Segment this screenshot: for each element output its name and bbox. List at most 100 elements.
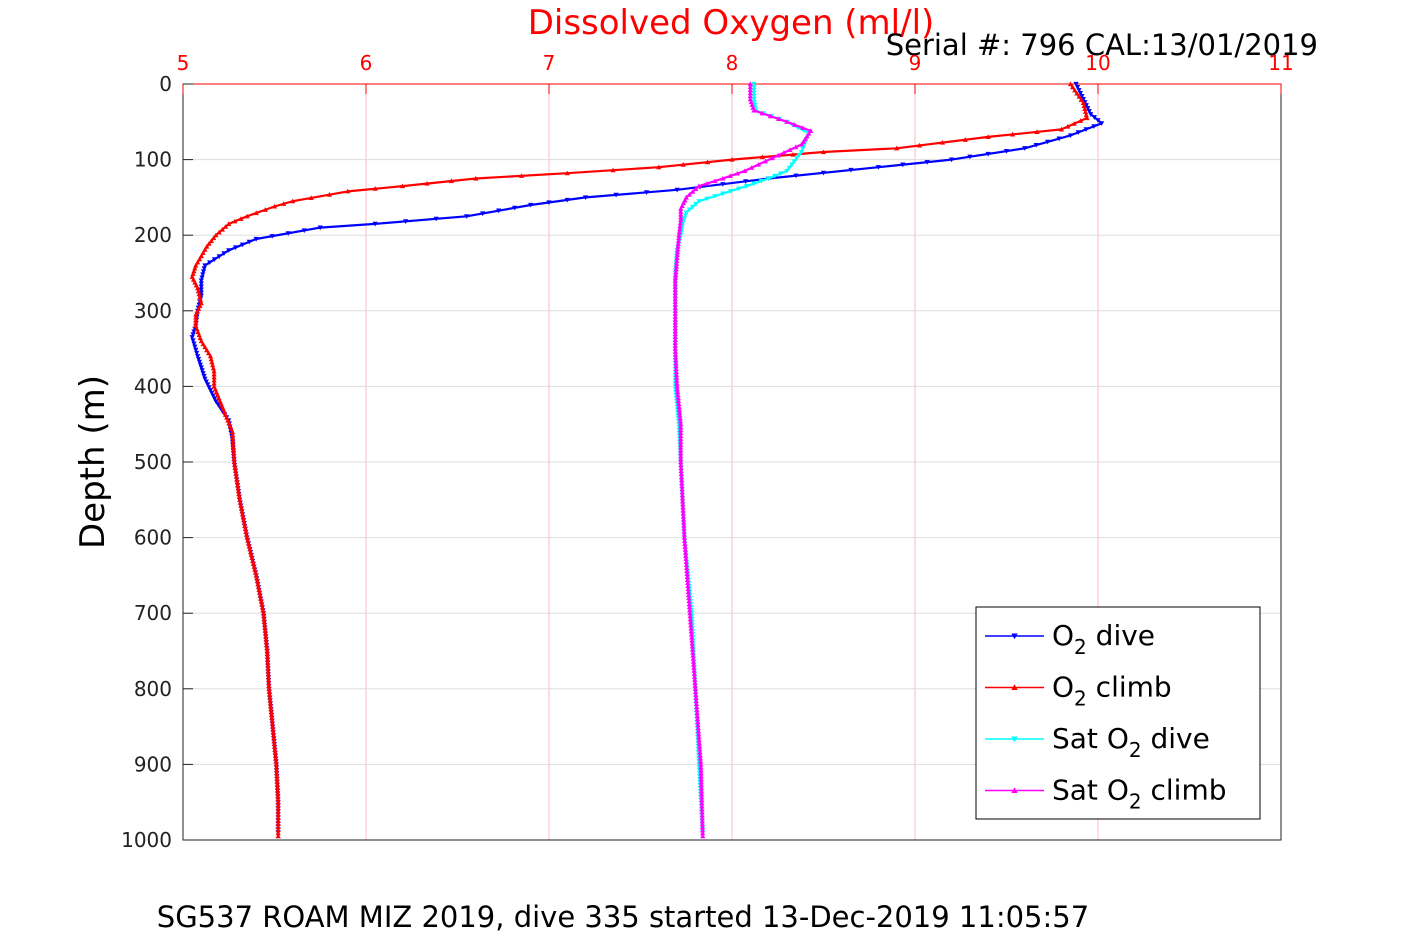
data-point: [962, 137, 968, 142]
x-tick-label: 5: [177, 51, 190, 75]
data-point: [190, 332, 196, 338]
legend-label-base: O: [1107, 722, 1129, 755]
legend-label: O2 climb: [1052, 671, 1172, 711]
data-point: [275, 824, 281, 830]
data-point: [203, 379, 209, 385]
data-point: [272, 747, 278, 752]
data-point: [518, 173, 525, 178]
data-point: [1072, 87, 1078, 93]
data-point: [254, 575, 260, 581]
data-point: [682, 547, 688, 552]
data-point: [190, 271, 196, 277]
data-point: [772, 173, 778, 179]
data-point: [916, 142, 923, 148]
data-point: [692, 686, 698, 691]
data-point: [693, 692, 699, 697]
data-point: [1085, 106, 1091, 111]
data-point: [683, 559, 689, 564]
data-point: [480, 211, 486, 217]
data-point: [1074, 90, 1080, 96]
data-point: [546, 200, 552, 206]
x-tick-label: 11: [1268, 51, 1293, 75]
data-point: [742, 168, 748, 174]
data-point: [239, 242, 246, 248]
data-point: [677, 415, 683, 421]
data-point: [473, 175, 479, 181]
data-point: [200, 371, 206, 376]
data-point: [672, 311, 678, 316]
data-point: [193, 347, 199, 353]
data-point: [751, 84, 757, 90]
data-point: [700, 830, 706, 836]
data-point: [269, 234, 275, 239]
data-point: [1010, 131, 1016, 137]
data-point: [274, 767, 280, 773]
data-point: [1091, 115, 1097, 120]
data-point: [690, 649, 696, 655]
data-point: [270, 732, 277, 738]
data-point: [696, 734, 702, 740]
data-point: [202, 263, 208, 269]
legend-label-base: O: [1052, 671, 1074, 704]
data-point: [317, 225, 323, 231]
data-point: [678, 439, 684, 444]
data-point: [1079, 94, 1085, 99]
data-point: [258, 598, 264, 604]
data-point: [243, 529, 249, 534]
data-point: [1022, 146, 1028, 151]
data-point: [262, 622, 268, 627]
data-point: [194, 350, 200, 356]
data-point: [267, 700, 274, 706]
data-point: [672, 296, 678, 301]
data-point: [583, 195, 589, 200]
data-point: [244, 213, 250, 219]
data-point: [699, 797, 705, 803]
data-point: [252, 566, 258, 572]
data-point: [248, 552, 254, 558]
data-point: [206, 350, 212, 356]
data-point: [644, 190, 650, 195]
data-point: [191, 341, 197, 347]
data-point: [205, 382, 211, 388]
data-point: [210, 365, 216, 371]
data-point: [699, 821, 706, 827]
data-point: [241, 517, 247, 523]
data-point: [751, 107, 757, 113]
data-point: [270, 724, 276, 729]
data-point: [198, 287, 204, 293]
data-point: [433, 216, 439, 222]
data-point: [985, 151, 991, 157]
data-point: [251, 564, 257, 569]
data-point: [264, 645, 270, 651]
data-point: [699, 818, 705, 824]
data-point: [758, 178, 764, 184]
data-point: [696, 740, 702, 746]
data-point: [675, 241, 681, 246]
data-point: [778, 171, 784, 177]
data-point: [206, 241, 212, 246]
data-point: [265, 657, 271, 662]
data-point: [680, 516, 687, 522]
data-point: [762, 158, 768, 164]
data-point: [698, 767, 704, 773]
data-point: [680, 504, 686, 510]
data-point: [208, 356, 214, 362]
data-point: [275, 799, 281, 805]
data-point: [675, 243, 681, 249]
legend-swatch-marker: [1011, 633, 1018, 640]
data-point: [676, 407, 682, 412]
data-point: [250, 558, 256, 563]
y-tick-label: 200: [134, 223, 172, 247]
data-point: [685, 580, 691, 586]
data-point: [679, 492, 685, 498]
data-point: [245, 537, 251, 543]
data-point: [672, 293, 678, 298]
data-point: [275, 808, 281, 814]
chart-subtitle: Serial #: 796 CAL:13/01/2019: [886, 28, 1318, 62]
data-point: [734, 170, 741, 176]
series-o2-climb: [189, 81, 1090, 839]
data-point: [696, 743, 703, 749]
legend-label-prefix: Sat: [1052, 722, 1107, 755]
data-point: [1078, 118, 1084, 123]
data-point: [1078, 97, 1084, 102]
